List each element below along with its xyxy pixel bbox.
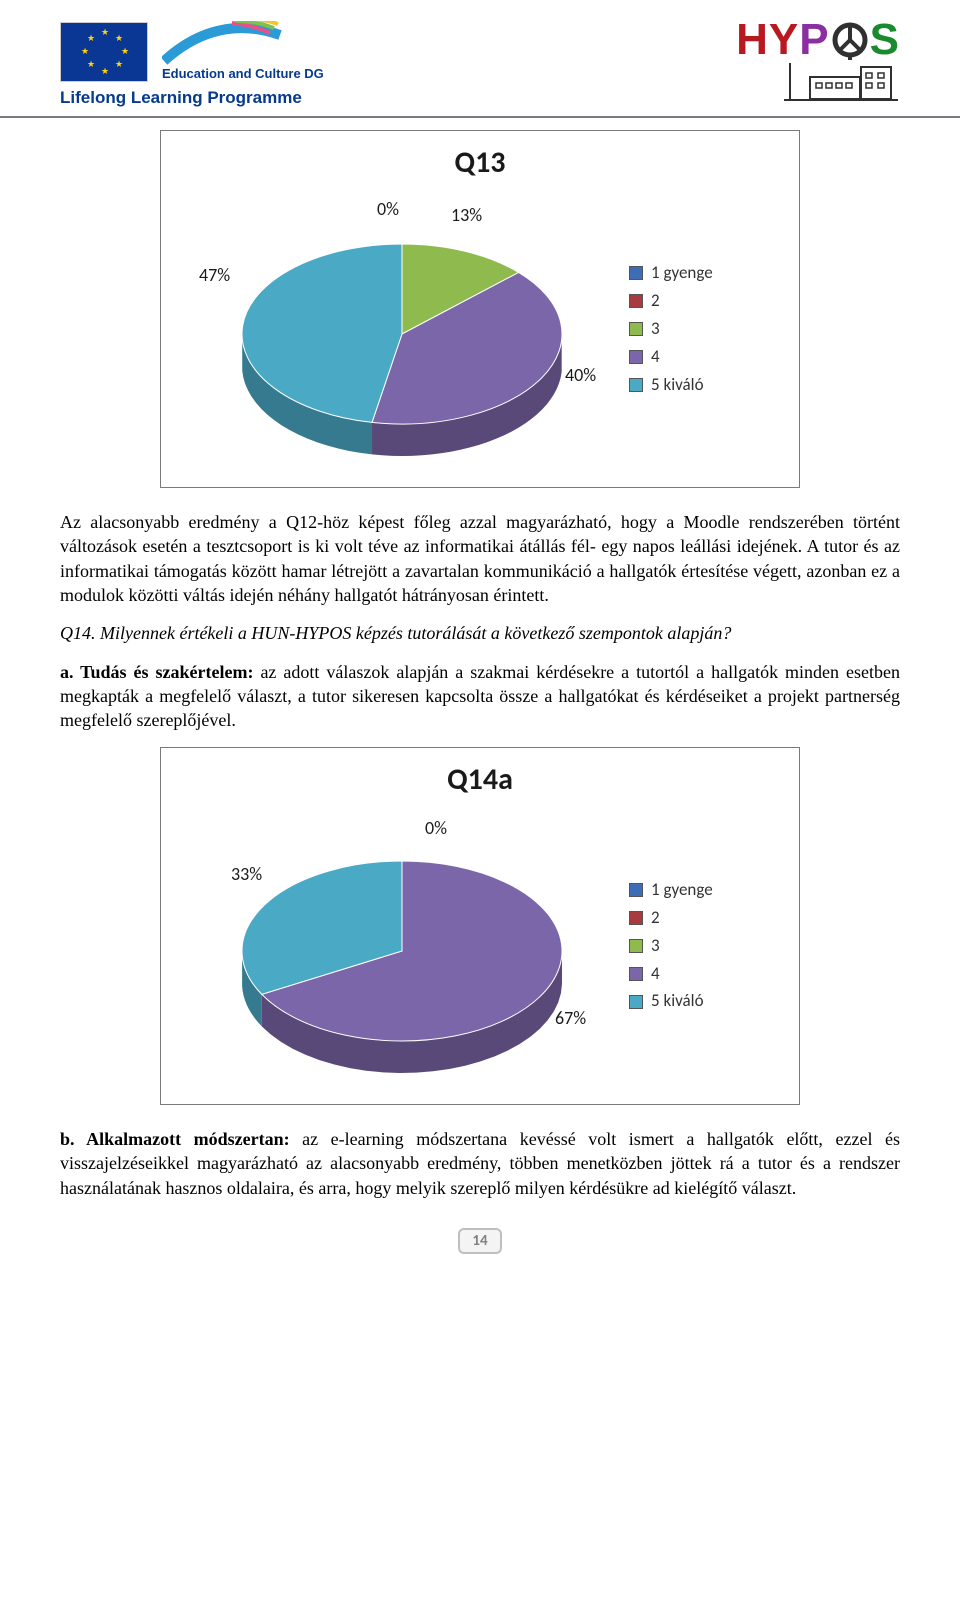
paragraph-1: Az alacsonyabb eredmény a Q12-höz képest… (60, 510, 900, 607)
hypos-h: H (736, 15, 769, 64)
q14b-paragraph: b. Alkalmazott módszertan: az e-learning… (60, 1127, 900, 1200)
chart-q14a-legend: 1 gyenge 2 3 4 5 kiváló (629, 874, 713, 1019)
q14a-paragraph: a. Tudás és szakértelem: az adott válasz… (60, 660, 900, 733)
education-culture-text: Education and Culture DG (162, 65, 324, 83)
swoosh-icon (162, 21, 292, 65)
legend-label: 3 (651, 318, 660, 341)
q14a-label-0: 0% (425, 816, 447, 840)
legend-item: 4 (629, 346, 713, 369)
legend-swatch (629, 911, 643, 925)
chart-q14a-body: 0% 33% 67% 1 gyenge 2 3 4 5 kiváló (177, 806, 783, 1086)
legend-swatch (629, 350, 643, 364)
legend-item: 5 kiváló (629, 374, 713, 397)
chart-q13-title: Q13 (177, 143, 783, 184)
legend-swatch (629, 967, 643, 981)
legend-swatch (629, 322, 643, 336)
hypos-logo: HYPS (736, 10, 900, 110)
legend-item: 2 (629, 907, 713, 930)
legend-item: 4 (629, 963, 713, 986)
chart-q14a: Q14a 0% 33% 67% 1 gyenge 2 3 4 5 kiváló (160, 747, 800, 1106)
legend-label: 4 (651, 963, 660, 986)
q14a-lead-bold: a. Tudás és szakértelem: (60, 662, 253, 682)
hypos-p: P (799, 15, 829, 64)
chart-q13-legend: 1 gyenge 2 3 4 5 kiváló (629, 257, 713, 402)
hypos-o-icon (830, 10, 870, 69)
q14a-label-67: 67% (555, 1006, 586, 1030)
legend-label: 5 kiváló (651, 374, 704, 397)
q14a-label-33: 33% (231, 862, 262, 886)
legend-item: 2 (629, 290, 713, 313)
legend-label: 1 gyenge (651, 879, 713, 902)
pie-q13-svg (177, 189, 617, 469)
hypos-y: Y (769, 15, 799, 64)
page-number: 14 (458, 1228, 502, 1254)
q13-label-13: 13% (451, 203, 482, 227)
legend-swatch (629, 883, 643, 897)
hypos-building-icon (780, 63, 900, 109)
legend-item: 3 (629, 935, 713, 958)
page-header: ★ ★ ★ ★ ★ ★ ★ ★ Education and (0, 0, 960, 118)
legend-label: 3 (651, 935, 660, 958)
legend-item: 1 gyenge (629, 879, 713, 902)
lifelong-learning-text: Lifelong Learning Programme (60, 87, 324, 110)
eu-flag-icon: ★ ★ ★ ★ ★ ★ ★ ★ (60, 22, 148, 82)
legend-swatch (629, 378, 643, 392)
q14b-lead-bold: b. Alkalmazott módszertan: (60, 1129, 290, 1149)
legend-swatch (629, 294, 643, 308)
logos-row: ★ ★ ★ ★ ★ ★ ★ ★ Education and (60, 21, 324, 83)
legend-item: 5 kiváló (629, 990, 713, 1013)
chart-q13-area: 0% 13% 40% 47% (177, 189, 617, 469)
legend-label: 2 (651, 907, 660, 930)
chart-q14a-title: Q14a (177, 760, 783, 801)
legend-swatch (629, 266, 643, 280)
q14-prompt: Q14. Milyennek értékeli a HUN-HYPOS képz… (60, 621, 900, 645)
chart-q13: Q13 0% 13% 40% 47% 1 gyenge 2 3 4 5 kiváló (160, 130, 800, 489)
legend-item: 1 gyenge (629, 262, 713, 285)
chart-q14a-area: 0% 33% 67% (177, 806, 617, 1086)
legend-label: 1 gyenge (651, 262, 713, 285)
education-culture-logo: Education and Culture DG (162, 21, 324, 83)
legend-swatch (629, 939, 643, 953)
q13-label-47: 47% (199, 263, 230, 287)
pie-q14a-svg (177, 806, 617, 1086)
legend-swatch (629, 995, 643, 1009)
page-content: Q13 0% 13% 40% 47% 1 gyenge2345 kiváló A… (0, 130, 960, 1295)
chart-q13-body: 0% 13% 40% 47% 1 gyenge 2 3 4 5 kiváló (177, 189, 783, 469)
legend-label: 4 (651, 346, 660, 369)
q13-label-0: 0% (377, 197, 399, 221)
hypos-s: S (870, 15, 900, 64)
legend-label: 5 kiváló (651, 990, 704, 1013)
q13-label-40: 40% (565, 363, 596, 387)
header-left: ★ ★ ★ ★ ★ ★ ★ ★ Education and (60, 21, 324, 109)
hypos-wordmark: HYPS (736, 10, 900, 69)
legend-label: 2 (651, 290, 660, 313)
legend-item: 3 (629, 318, 713, 341)
